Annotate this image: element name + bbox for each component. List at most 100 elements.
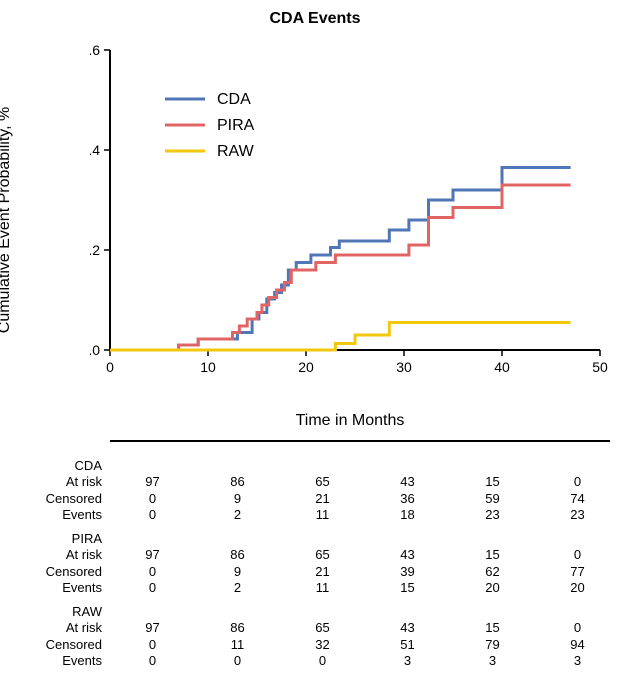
risk-group-header: PIRA: [20, 523, 620, 547]
risk-cell: 15: [450, 474, 535, 490]
risk-cell: 0: [110, 507, 195, 523]
risk-row: Events0211182323: [20, 507, 620, 523]
risk-cell: 36: [365, 491, 450, 507]
risk-row: Events000333: [20, 653, 620, 669]
risk-cell: 2: [195, 580, 280, 596]
risk-cell: 23: [450, 507, 535, 523]
risk-cell: 94: [535, 637, 620, 653]
risk-cell: 15: [450, 620, 535, 636]
y-tick-label: 0.0: [90, 342, 100, 358]
risk-group-name: PIRA: [20, 523, 110, 547]
risk-cell: 0: [110, 637, 195, 653]
y-axis-label: Cumulative Event Probability, %: [0, 107, 14, 333]
risk-row: Censored0921396277: [20, 564, 620, 580]
risk-row-label: Events: [20, 580, 110, 596]
risk-cell: 97: [110, 474, 195, 490]
risk-cell: 3: [535, 653, 620, 669]
risk-group-name: CDA: [20, 450, 110, 474]
risk-cell: 65: [280, 474, 365, 490]
y-tick-label: 0.6: [90, 42, 100, 58]
risk-cell: 51: [365, 637, 450, 653]
risk-cell: 86: [195, 620, 280, 636]
risk-cell: 97: [110, 620, 195, 636]
risk-table: CDAAt risk97866543150Censored0921365974E…: [20, 440, 620, 669]
x-tick-label: 10: [200, 359, 216, 375]
risk-row-label: Censored: [20, 491, 110, 507]
km-chart-container: CDA Events Cumulative Event Probability,…: [10, 10, 620, 430]
risk-cell: 59: [450, 491, 535, 507]
y-tick-label: 0.4: [90, 142, 100, 158]
plot-area: 0 10 20 30 40 50 0.0 0.2 0.4 0.6 CDA PIRA RAW: [90, 40, 610, 380]
risk-cell: 20: [450, 580, 535, 596]
risk-row-label: At risk: [20, 620, 110, 636]
risk-cell: 11: [280, 507, 365, 523]
risk-group-name: RAW: [20, 596, 110, 620]
risk-row-label: Censored: [20, 637, 110, 653]
risk-row: At risk97866543150: [20, 620, 620, 636]
x-tick-label: 30: [396, 359, 412, 375]
risk-row: At risk97866543150: [20, 547, 620, 563]
risk-row-label: Events: [20, 507, 110, 523]
risk-cell: 43: [365, 474, 450, 490]
risk-cell: 9: [195, 491, 280, 507]
risk-cell: 0: [110, 491, 195, 507]
risk-cell: 79: [450, 637, 535, 653]
risk-cell: 0: [535, 620, 620, 636]
risk-cell: 86: [195, 474, 280, 490]
risk-group-header: CDA: [20, 450, 620, 474]
legend-label: RAW: [217, 143, 255, 160]
risk-cell: 32: [280, 637, 365, 653]
risk-cell: 20: [535, 580, 620, 596]
risk-cell: 18: [365, 507, 450, 523]
chart-title: CDA Events: [10, 10, 620, 28]
risk-cell: 0: [110, 580, 195, 596]
risk-cell: 0: [535, 547, 620, 563]
risk-row-label: Censored: [20, 564, 110, 580]
risk-cell: 21: [280, 491, 365, 507]
x-tick-label: 40: [494, 359, 510, 375]
risk-table-grid: CDAAt risk97866543150Censored0921365974E…: [20, 450, 620, 669]
risk-row: Events0211152020: [20, 580, 620, 596]
risk-cell: 77: [535, 564, 620, 580]
legend-label: CDA: [217, 91, 251, 108]
risk-cell: 11: [195, 637, 280, 653]
series-pira: [110, 185, 571, 350]
risk-row: At risk97866543150: [20, 474, 620, 490]
y-tick-label: 0.2: [90, 242, 100, 258]
risk-cell: 23: [535, 507, 620, 523]
risk-cell: 0: [280, 653, 365, 669]
risk-row: Censored01132517994: [20, 637, 620, 653]
risk-row: Censored0921365974: [20, 491, 620, 507]
risk-cell: 9: [195, 564, 280, 580]
risk-cell: 0: [110, 653, 195, 669]
risk-cell: 15: [365, 580, 450, 596]
risk-cell: 86: [195, 547, 280, 563]
risk-cell: 21: [280, 564, 365, 580]
risk-cell: 0: [535, 474, 620, 490]
risk-cell: 3: [365, 653, 450, 669]
risk-cell: 3: [450, 653, 535, 669]
risk-cell: 97: [110, 547, 195, 563]
plot-svg: 0 10 20 30 40 50 0.0 0.2 0.4 0.6 CDA PIRA RAW: [90, 40, 610, 380]
x-tick-label: 0: [106, 359, 114, 375]
risk-cell: 43: [365, 547, 450, 563]
risk-row-label: At risk: [20, 547, 110, 563]
risk-cell: 65: [280, 547, 365, 563]
risk-cell: 62: [450, 564, 535, 580]
x-tick-label: 50: [592, 359, 608, 375]
risk-group-header: RAW: [20, 596, 620, 620]
risk-cell: 2: [195, 507, 280, 523]
risk-cell: 43: [365, 620, 450, 636]
risk-table-divider: [110, 440, 610, 442]
risk-cell: 74: [535, 491, 620, 507]
risk-cell: 15: [450, 547, 535, 563]
x-tick-label: 20: [298, 359, 314, 375]
legend-label: PIRA: [217, 117, 255, 134]
risk-cell: 0: [195, 653, 280, 669]
risk-cell: 65: [280, 620, 365, 636]
risk-cell: 11: [280, 580, 365, 596]
x-axis-label: Time in Months: [90, 412, 610, 430]
risk-row-label: At risk: [20, 474, 110, 490]
risk-cell: 39: [365, 564, 450, 580]
risk-row-label: Events: [20, 653, 110, 669]
